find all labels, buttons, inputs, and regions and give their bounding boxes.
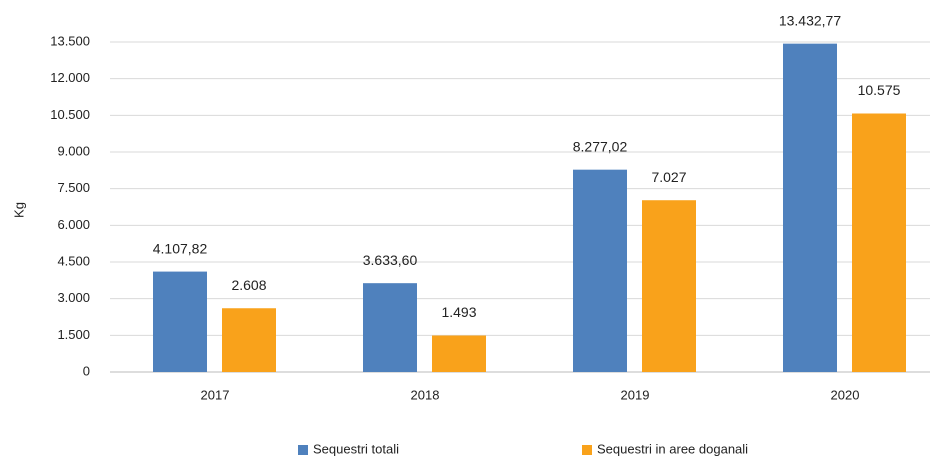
y-tick-label: 13.500 (50, 33, 90, 48)
y-tick-label: 1.500 (57, 327, 90, 342)
data-label: 13.432,77 (779, 12, 841, 28)
y-tick-label: 4.500 (57, 253, 90, 268)
legend-swatch (298, 445, 308, 455)
bar (222, 308, 276, 372)
x-tick-label: 2019 (621, 387, 650, 402)
x-tick-label: 2018 (411, 387, 440, 402)
y-tick-label: 0 (83, 363, 90, 378)
x-tick-label: 2020 (831, 387, 860, 402)
bar (783, 43, 837, 372)
bar (153, 271, 207, 372)
y-tick-label: 12.000 (50, 70, 90, 85)
y-tick-label: 9.000 (57, 143, 90, 158)
y-tick-label: 6.000 (57, 217, 90, 232)
y-tick-label: 3.000 (57, 290, 90, 305)
data-label: 4.107,82 (153, 240, 208, 256)
y-tick-label: 10.500 (50, 107, 90, 122)
legend-label: Sequestri in aree doganali (597, 441, 748, 456)
bar (573, 169, 627, 372)
data-label: 2.608 (231, 277, 266, 293)
data-label: 8.277,02 (573, 138, 628, 154)
legend-swatch (582, 445, 592, 455)
bar (852, 113, 906, 372)
bar (642, 200, 696, 372)
bar (363, 283, 417, 372)
bar (432, 335, 486, 372)
legend-label: Sequestri totali (313, 441, 399, 456)
y-tick-label: 7.500 (57, 180, 90, 195)
data-label: 10.575 (858, 82, 901, 98)
x-tick-label: 2017 (201, 387, 230, 402)
y-axis-label: Kg (11, 202, 26, 218)
data-label: 7.027 (651, 169, 686, 185)
data-label: 3.633,60 (363, 252, 418, 268)
data-label: 1.493 (441, 304, 476, 320)
